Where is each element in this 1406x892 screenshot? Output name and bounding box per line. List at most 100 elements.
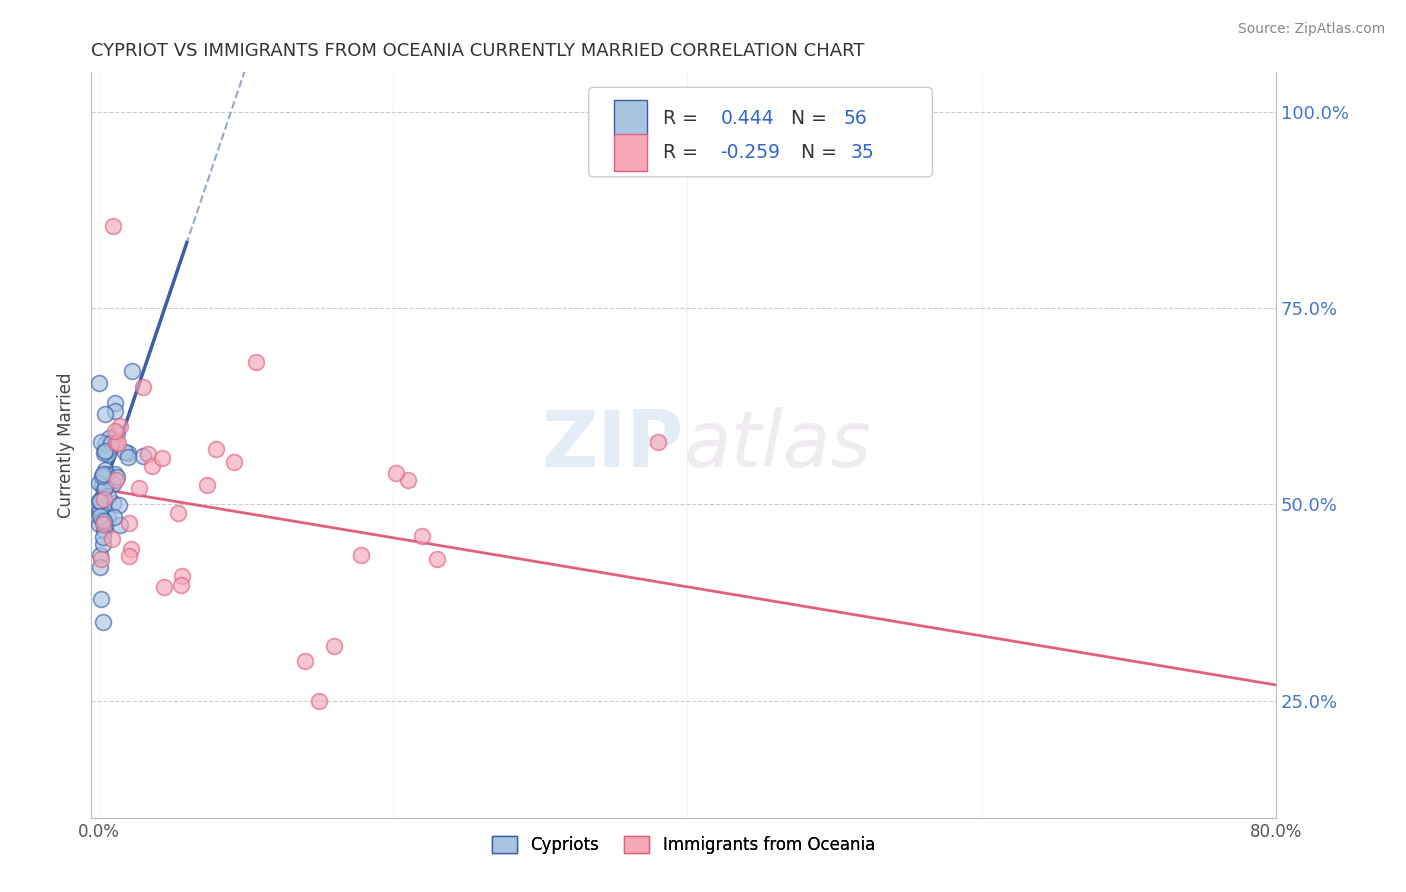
Point — [114, 445, 136, 459]
Point — [396, 473, 419, 487]
Point — [323, 639, 346, 653]
Point — [89, 503, 111, 517]
Point — [105, 473, 128, 487]
Point — [153, 580, 176, 594]
Point — [205, 442, 228, 457]
Point — [89, 494, 111, 508]
Text: Source: ZipAtlas.com: Source: ZipAtlas.com — [1237, 22, 1385, 37]
Point — [132, 449, 155, 463]
Point — [90, 510, 112, 524]
Point — [117, 450, 139, 464]
Point — [90, 477, 112, 491]
Point — [108, 419, 131, 434]
Point — [128, 481, 150, 495]
FancyBboxPatch shape — [589, 87, 932, 177]
Point — [93, 492, 115, 507]
Point — [98, 431, 121, 445]
Point — [91, 490, 114, 504]
Text: 35: 35 — [851, 143, 875, 161]
Point — [131, 379, 153, 393]
Text: -0.259: -0.259 — [720, 143, 780, 161]
Point — [89, 475, 111, 490]
Point — [224, 455, 246, 469]
FancyBboxPatch shape — [613, 134, 647, 171]
Point — [101, 496, 124, 510]
Point — [93, 523, 115, 537]
Point — [100, 435, 122, 450]
Point — [93, 446, 115, 460]
Point — [93, 443, 115, 458]
Text: CYPRIOT VS IMMIGRANTS FROM OCEANIA CURRENTLY MARRIED CORRELATION CHART: CYPRIOT VS IMMIGRANTS FROM OCEANIA CURRE… — [91, 42, 865, 60]
Point — [294, 654, 316, 668]
Point — [89, 516, 111, 531]
Point — [90, 591, 112, 606]
Point — [94, 437, 117, 451]
Point — [94, 467, 117, 481]
Point — [166, 506, 188, 520]
Point — [118, 516, 141, 531]
Point — [94, 462, 117, 476]
Point — [97, 489, 120, 503]
Point — [94, 443, 117, 458]
Text: 0.444: 0.444 — [720, 109, 775, 128]
Point — [150, 450, 173, 465]
Point — [103, 477, 125, 491]
Point — [90, 551, 112, 566]
Point — [118, 549, 141, 563]
Point — [141, 458, 163, 473]
Point — [101, 533, 124, 547]
Point — [308, 693, 330, 707]
Point — [107, 435, 129, 450]
Point — [91, 499, 114, 513]
Point — [172, 569, 194, 583]
Point — [104, 396, 127, 410]
Point — [104, 467, 127, 481]
Text: ZIP: ZIP — [541, 408, 683, 483]
Point — [97, 447, 120, 461]
Text: R =: R = — [664, 109, 704, 128]
Point — [97, 511, 120, 525]
Y-axis label: Currently Married: Currently Married — [58, 373, 75, 518]
Point — [100, 474, 122, 488]
Point — [245, 355, 267, 369]
Point — [105, 425, 128, 440]
Point — [108, 498, 131, 512]
Point — [350, 548, 373, 562]
Point — [138, 447, 160, 461]
Point — [120, 542, 142, 557]
Point — [89, 376, 111, 390]
Point — [170, 578, 193, 592]
Point — [91, 615, 114, 629]
Point — [91, 469, 114, 483]
Point — [91, 516, 114, 531]
Point — [103, 219, 125, 233]
Point — [426, 552, 449, 566]
Point — [89, 548, 111, 562]
Text: N =: N = — [792, 109, 834, 128]
Point — [90, 434, 112, 449]
Text: R =: R = — [664, 143, 704, 161]
Point — [108, 518, 131, 533]
Point — [91, 530, 114, 544]
Point — [91, 467, 114, 481]
Point — [91, 512, 114, 526]
Point — [93, 483, 115, 498]
Point — [94, 518, 117, 533]
Point — [94, 481, 117, 495]
Point — [89, 493, 111, 508]
Legend: Cypriots, Immigrants from Oceania: Cypriots, Immigrants from Oceania — [484, 828, 883, 863]
Point — [91, 537, 114, 551]
Point — [647, 434, 669, 449]
FancyBboxPatch shape — [613, 100, 647, 137]
Point — [121, 364, 143, 378]
Point — [103, 510, 125, 524]
Text: 56: 56 — [844, 109, 868, 128]
Text: N =: N = — [801, 143, 842, 161]
Point — [195, 478, 218, 492]
Point — [89, 508, 111, 523]
Point — [93, 514, 115, 528]
Point — [104, 404, 127, 418]
Point — [91, 513, 114, 527]
Point — [385, 466, 408, 480]
Point — [117, 446, 139, 460]
